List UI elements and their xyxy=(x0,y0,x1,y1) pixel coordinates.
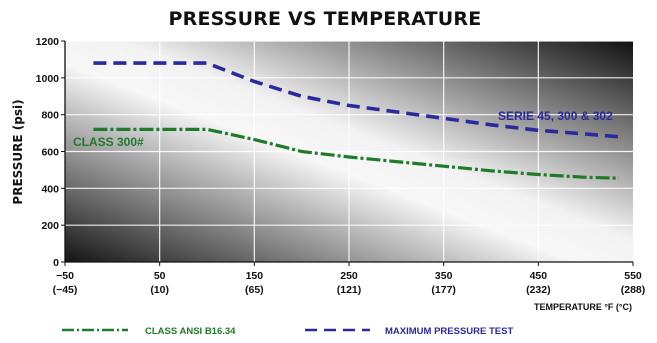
x-tick-sublabel: (65) xyxy=(245,284,264,296)
axes xyxy=(61,40,634,266)
x-tick-label: 250 xyxy=(340,270,358,282)
annotation-class-300: CLASS 300# xyxy=(73,135,144,149)
y-tick-label: 800 xyxy=(41,110,59,122)
x-tick-label: −50 xyxy=(56,270,74,282)
x-tick-label: 350 xyxy=(435,270,453,282)
series-lines xyxy=(93,61,619,180)
x-tick-sublabel: (232) xyxy=(526,284,551,296)
legend-label-max-pressure: MAXIMUM PRESSURE TEST xyxy=(385,326,513,337)
x-tick-label: 450 xyxy=(530,270,548,282)
x-tick-label: 550 xyxy=(624,270,642,282)
legend-label-class-ansi: CLASS ANSI B16.34 xyxy=(145,326,236,337)
y-tick-label: 200 xyxy=(41,220,59,232)
y-tick-label: 400 xyxy=(41,183,59,195)
annotation-serie: SERIE 45, 300 & 302 xyxy=(498,109,613,123)
y-tick-label: 0 xyxy=(53,257,59,269)
x-axis-ticks: −50 (−45) 50 (10) 150 (65) 250 (121) 350 (177) 450… xyxy=(53,270,646,296)
chart-title: PRESSURE VS TEMPERATURE xyxy=(169,8,482,30)
x-axis-label: TEMPERATURE °F (°C) xyxy=(534,302,632,312)
series-line-1 xyxy=(93,127,619,180)
x-tick-label: 50 xyxy=(154,270,166,282)
y-axis-ticks: 0 200 400 600 800 1000 1200 xyxy=(36,36,60,269)
y-tick-label: 1000 xyxy=(36,73,60,85)
x-tick-sublabel: (10) xyxy=(150,284,169,296)
x-tick-label: 150 xyxy=(246,270,264,282)
y-axis-label: PRESSURE (psi) xyxy=(11,99,25,204)
series-line-0 xyxy=(93,61,619,139)
y-tick-label: 600 xyxy=(41,147,59,159)
legend: CLASS ANSI B16.34 MAXIMUM PRESSURE TEST xyxy=(62,326,513,337)
x-tick-sublabel: (−45) xyxy=(53,284,78,296)
x-tick-sublabel: (177) xyxy=(431,284,456,296)
x-tick-sublabel: (288) xyxy=(621,284,646,296)
grid-lines xyxy=(65,40,633,262)
y-tick-label: 1200 xyxy=(36,36,60,48)
x-tick-sublabel: (121) xyxy=(337,284,362,296)
